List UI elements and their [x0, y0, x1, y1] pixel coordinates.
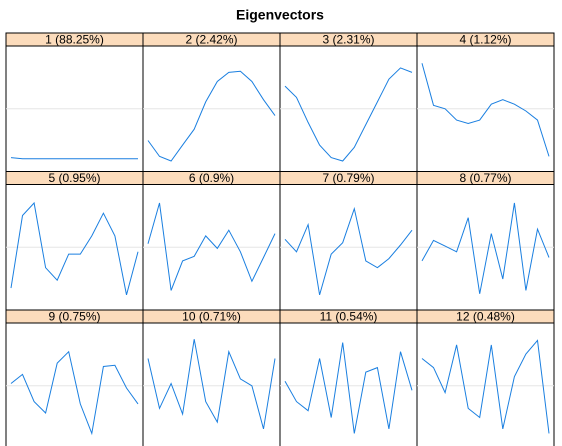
strip-label: 6 (0.9%): [189, 171, 234, 185]
strip-label: 5 (0.95%): [48, 171, 100, 185]
eigenvector-line: [10, 350, 139, 436]
strip-label: 12 (0.48%): [456, 310, 515, 324]
eigenvector-line: [284, 342, 413, 434]
panel: [142, 322, 281, 446]
eigenvector-line: [284, 67, 413, 162]
panel: [416, 322, 555, 446]
eigenvector-line: [147, 339, 276, 430]
strip-label: 4 (1.12%): [459, 33, 511, 47]
strip-label: 1 (88.25%): [45, 33, 104, 47]
chart-title: Eigenvectors: [236, 7, 324, 23]
eigenvector-line: [10, 201, 139, 296]
eigenvector-line: [10, 157, 138, 160]
strip-label: 3 (2.31%): [322, 33, 374, 47]
strip-label: 7 (0.79%): [322, 171, 374, 185]
strip-label: 10 (0.71%): [182, 310, 241, 324]
eigenvector-line: [421, 63, 550, 157]
strip-label: 2 (2.42%): [185, 33, 237, 47]
strip-label: 9 (0.75%): [48, 310, 100, 324]
strip-label: 11 (0.54%): [320, 310, 378, 324]
eigenvector-line: [421, 339, 550, 434]
strip-label: 8 (0.77%): [459, 171, 511, 185]
eigenvector-line: [284, 206, 413, 296]
eigenvector-line: [147, 70, 276, 162]
eigenvector-line: [147, 202, 276, 291]
eigenvector-line: [421, 202, 550, 294]
